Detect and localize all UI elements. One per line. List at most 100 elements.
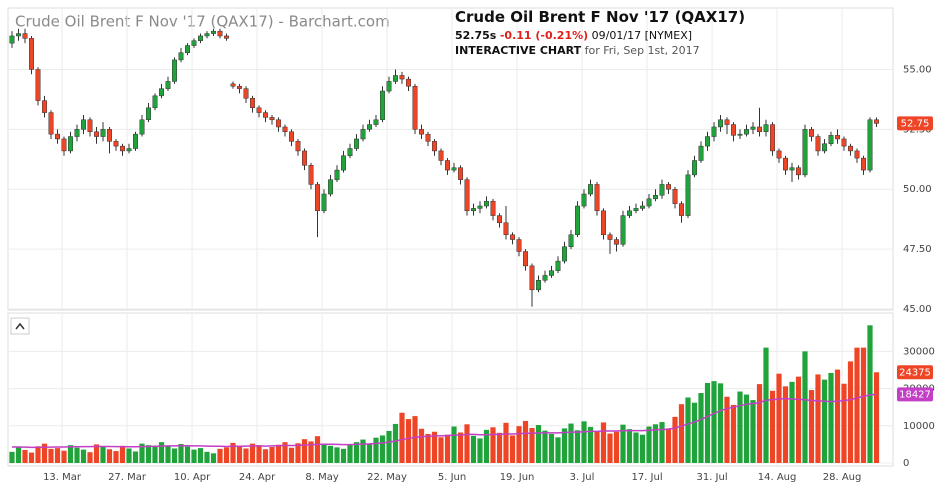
candle-body (256, 107, 262, 113)
volume-bar (691, 402, 698, 463)
candle-body (367, 124, 372, 130)
date-exchange: 09/01/17 [NYMEX] (591, 29, 693, 42)
candle-body (718, 119, 723, 128)
volume-bar (256, 445, 262, 463)
volume-bar (321, 444, 327, 463)
volume-bar (724, 396, 730, 463)
candle-body (55, 133, 60, 140)
y2-tick-label: 30000 (903, 346, 935, 357)
candle-body (35, 69, 41, 101)
volume-bar (191, 449, 197, 463)
volume-bar (496, 432, 503, 463)
volume-bar (113, 451, 119, 463)
volume-bar (444, 434, 451, 463)
volume-bar (548, 433, 555, 463)
volume-bar (210, 453, 217, 463)
x-tick-label: 28. Aug (823, 472, 862, 483)
volume-bar (555, 437, 561, 463)
volume-bar (600, 422, 607, 463)
volume-bar (412, 416, 418, 463)
candle-body (107, 129, 112, 142)
y2-tick-label: 10000 (903, 421, 935, 432)
x-tick-label: 19. Jun (500, 472, 535, 483)
volume-bar (204, 451, 210, 463)
last-price-marker: 52.75 (901, 118, 930, 129)
candle-body (867, 119, 873, 171)
candle-body (497, 215, 502, 224)
volume-ma-line (12, 393, 877, 449)
volume-bar (80, 449, 87, 463)
volume-bar (841, 383, 847, 463)
volume-bar (607, 433, 613, 463)
candle-body (477, 205, 483, 209)
candle-body (783, 157, 788, 171)
last-volume-marker: 24375 (899, 367, 931, 378)
volume-bar (451, 426, 457, 463)
candle-body (874, 119, 879, 124)
volume-bar (269, 446, 275, 463)
volume-bar (646, 426, 652, 463)
volume-bar (834, 369, 841, 463)
volume-bar (392, 423, 399, 463)
volume-bar (854, 347, 860, 463)
candle-body (627, 210, 632, 216)
candle-body (230, 83, 236, 87)
volume-bar (516, 426, 522, 463)
price-change: -0.11 (-0.21%) (499, 29, 589, 42)
last-price: 52.75s (455, 29, 497, 42)
volume-bar (711, 381, 717, 463)
collapse-button[interactable] (10, 317, 30, 335)
volume-bar (158, 442, 165, 463)
candle-body (29, 38, 34, 70)
candle-body (204, 33, 210, 37)
candle-body (711, 126, 717, 137)
candle-body (406, 78, 411, 87)
candle-body (698, 145, 704, 161)
volume-bar (217, 448, 223, 463)
y-tick-label: 50.00 (903, 184, 932, 195)
volume-bar (301, 439, 308, 463)
volume-bar (639, 434, 646, 463)
candle-body (412, 86, 418, 130)
volume-bar (93, 444, 100, 463)
volume-bar (126, 448, 132, 463)
candle-body (737, 133, 743, 136)
volume-bar (22, 449, 28, 463)
volume-bar (373, 437, 379, 463)
volume-bar (769, 390, 776, 463)
candle-body (458, 167, 463, 180)
volume-bar (873, 372, 880, 463)
candle-body (588, 184, 593, 195)
volume-bar (594, 430, 600, 463)
volume-bar (379, 435, 386, 463)
volume-bar (561, 428, 568, 463)
x-tick-label: 24. Apr (239, 472, 276, 483)
volume-bar (808, 390, 815, 463)
candle-body (243, 88, 249, 99)
candle-body (432, 141, 437, 152)
volume-bar (386, 430, 392, 463)
candle-body (9, 35, 15, 44)
last-volume-marker-box (897, 365, 933, 380)
candle-body (94, 131, 99, 137)
candle-body (685, 174, 691, 216)
volume-bar (782, 386, 789, 463)
watermark: Crude Oil Brent F Nov '17 (QAX17) - Barc… (15, 13, 390, 31)
candle-body (120, 145, 125, 152)
candle-body (165, 81, 171, 89)
candle-body (510, 234, 515, 240)
quote-line: 52.75s -0.11 (-0.21%) 09/01/17 [NYMEX] (455, 29, 745, 42)
volume-bar (613, 431, 620, 463)
volume-bar (165, 445, 171, 463)
volume-bar (171, 448, 178, 463)
volume-bar (230, 442, 236, 463)
volume-bar (106, 449, 113, 463)
volume-bar (464, 424, 470, 463)
volume-bar (314, 436, 321, 463)
candle-body (87, 119, 93, 133)
volume-bar (327, 445, 334, 463)
volume-bar (178, 444, 184, 463)
candle-body (185, 45, 190, 53)
